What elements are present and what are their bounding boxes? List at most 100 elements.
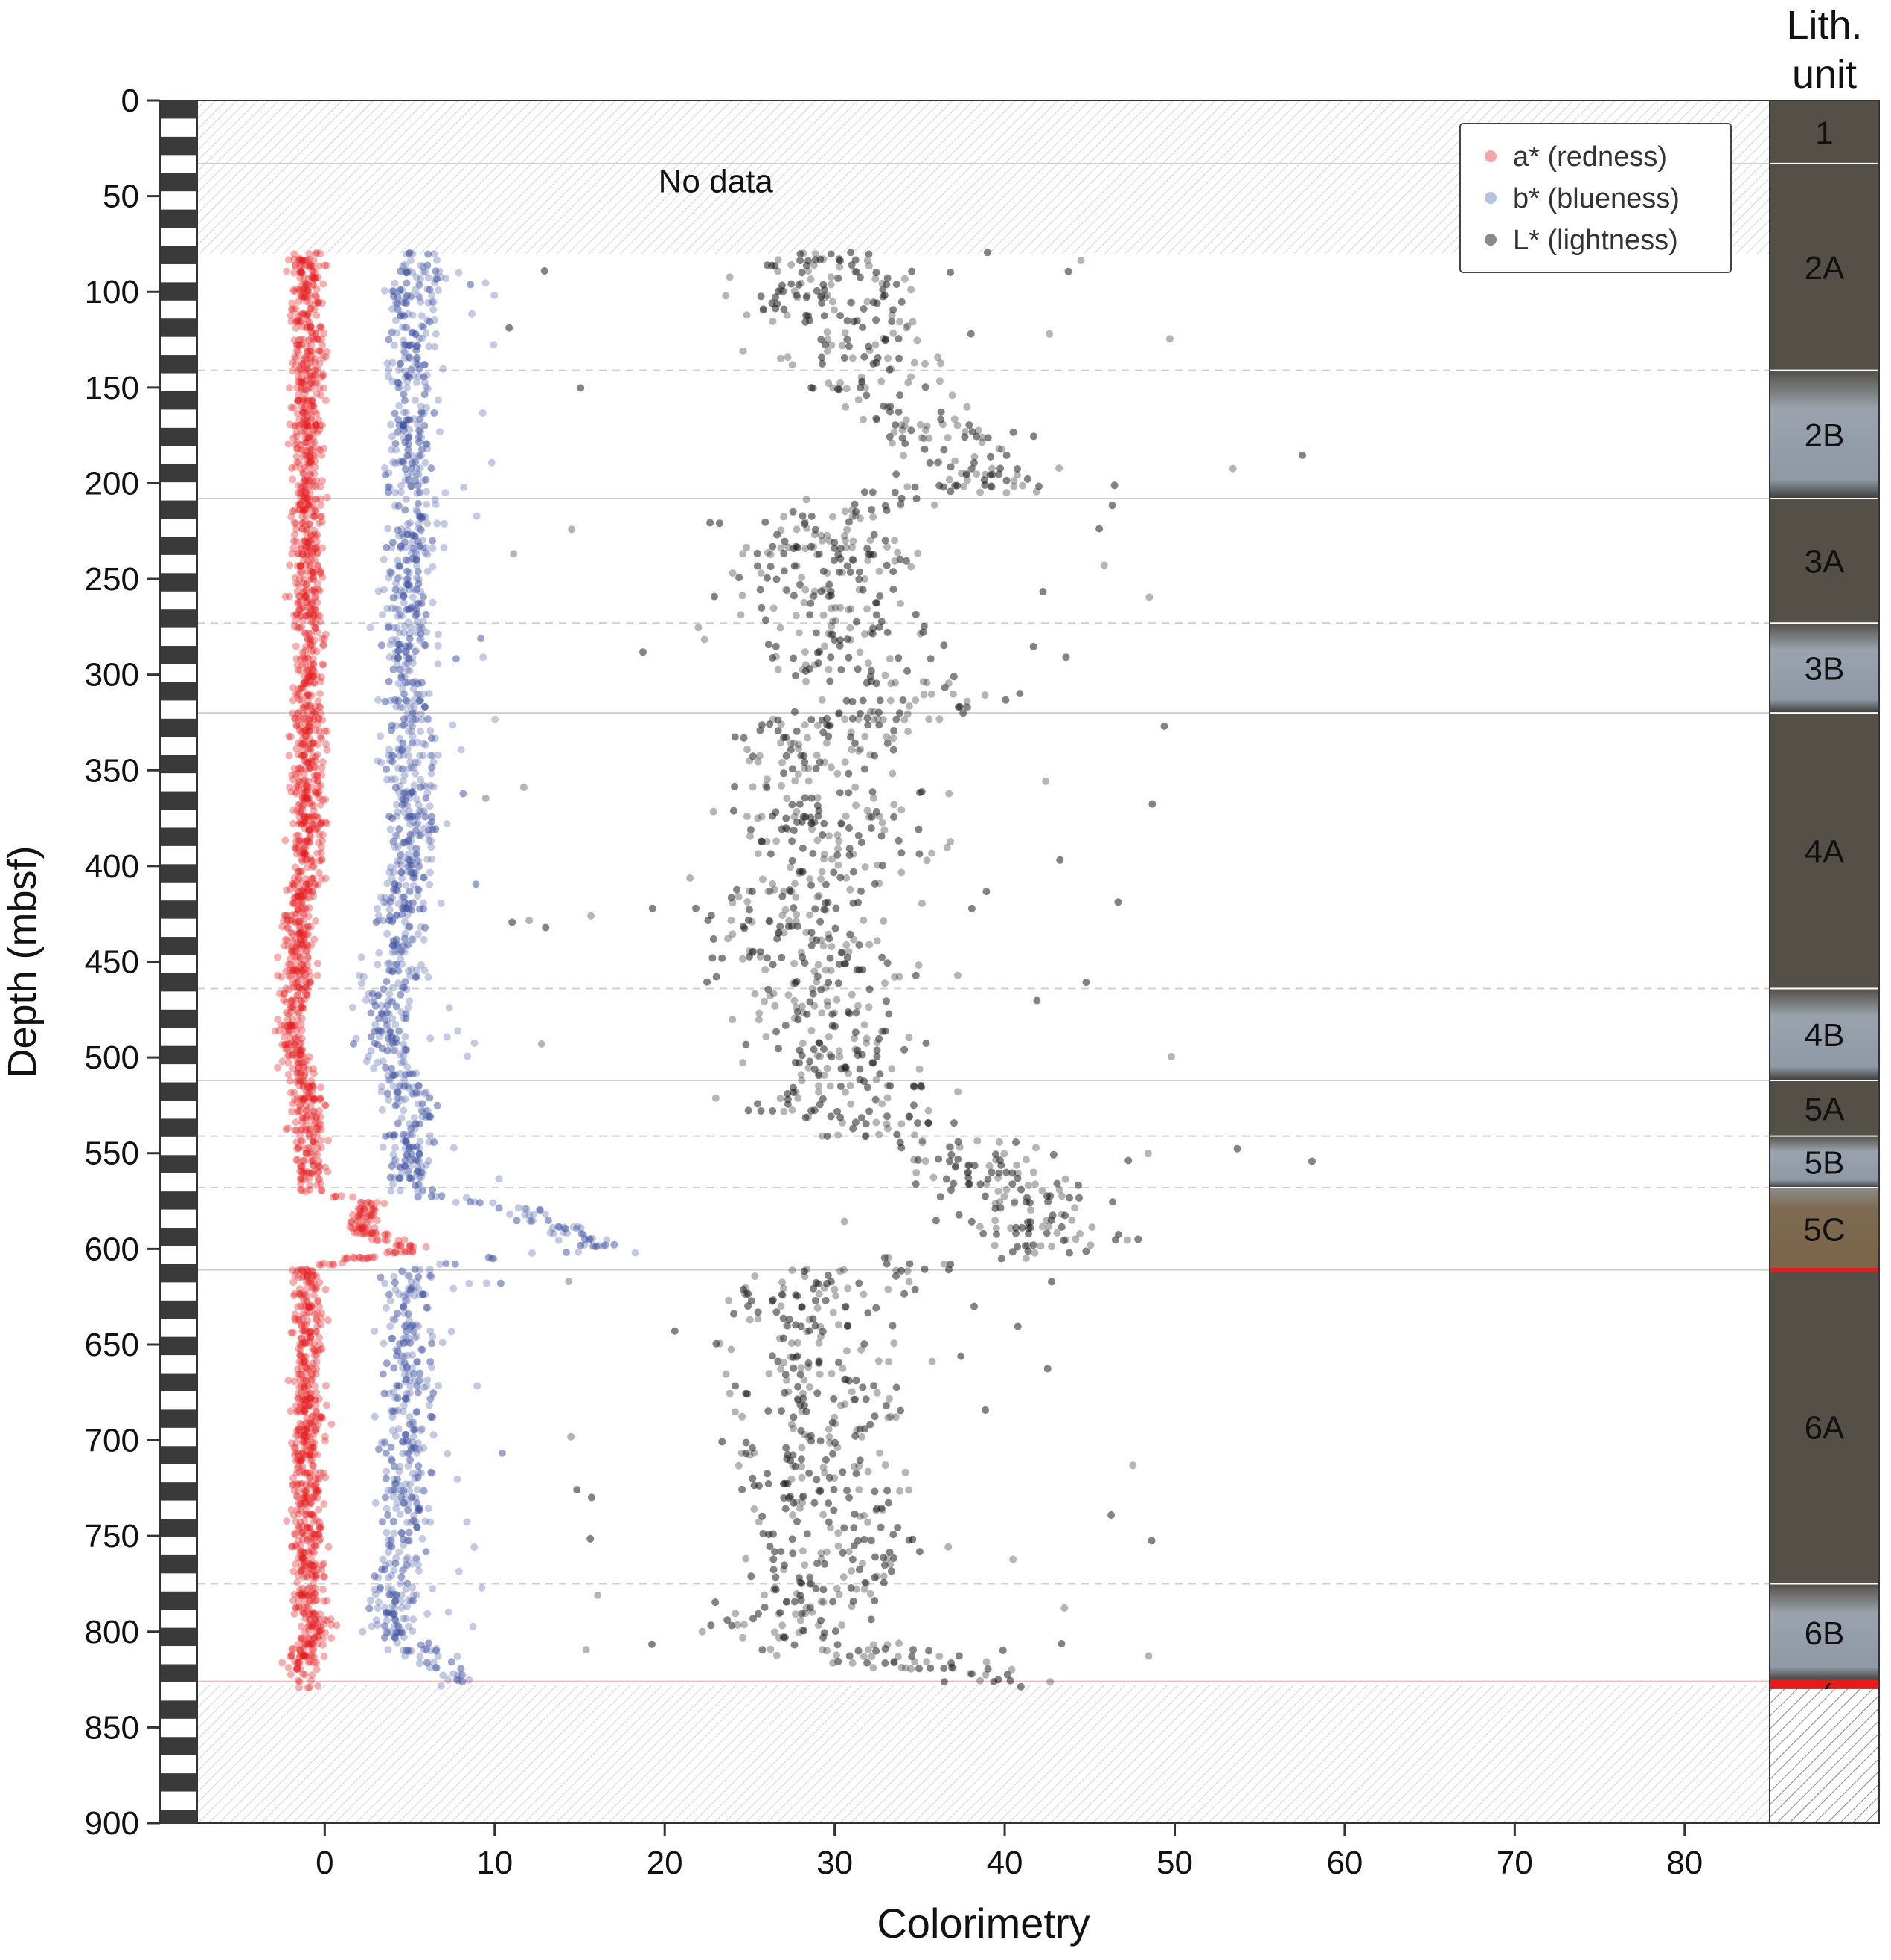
data-point <box>310 452 317 460</box>
data-point <box>864 1467 872 1476</box>
data-point <box>285 1051 293 1060</box>
data-point <box>449 721 457 729</box>
data-point <box>397 990 405 999</box>
data-point <box>360 1205 368 1213</box>
data-point <box>292 1026 301 1034</box>
data-point <box>291 1451 298 1459</box>
data-point <box>304 348 312 356</box>
data-point <box>295 391 303 399</box>
data-point <box>295 341 304 349</box>
data-point <box>301 1628 309 1636</box>
data-point <box>296 1168 304 1175</box>
data-point <box>317 1314 325 1322</box>
data-point <box>291 918 299 926</box>
data-point <box>404 728 412 735</box>
data-point <box>313 598 321 606</box>
data-point <box>316 586 324 595</box>
data-point <box>295 1684 303 1691</box>
data-point <box>306 765 313 773</box>
data-point <box>307 567 315 575</box>
data-point <box>746 832 754 840</box>
data-point <box>301 1359 310 1367</box>
data-point <box>295 422 303 430</box>
data-point <box>295 1426 303 1435</box>
data-point <box>293 979 301 987</box>
data-point <box>302 1089 310 1096</box>
data-point <box>329 1260 336 1268</box>
data-point <box>286 561 294 569</box>
data-point <box>396 359 404 368</box>
data-point <box>1042 777 1050 785</box>
data-point <box>429 825 437 833</box>
data-point <box>425 690 433 698</box>
data-point <box>298 1341 306 1349</box>
data-point <box>322 727 330 735</box>
data-point <box>306 1363 314 1371</box>
data-point <box>314 1421 322 1428</box>
data-point <box>310 1310 319 1318</box>
data-point <box>306 1339 314 1347</box>
data-point <box>292 690 300 698</box>
data-point <box>318 421 326 429</box>
data-point <box>387 1187 395 1195</box>
data-point <box>391 1596 400 1604</box>
data-point <box>290 881 298 889</box>
data-point <box>393 1095 401 1103</box>
data-point <box>296 655 304 663</box>
data-point <box>412 458 420 466</box>
data-point <box>305 1389 313 1397</box>
data-point <box>432 1647 440 1655</box>
data-point <box>544 1217 552 1225</box>
data-point <box>293 587 301 595</box>
data-point <box>306 1480 314 1488</box>
data-point <box>390 1249 397 1257</box>
data-point <box>401 1156 409 1165</box>
data-point <box>429 545 437 552</box>
data-point <box>574 1223 582 1231</box>
data-point <box>425 1156 432 1165</box>
data-point <box>352 1223 360 1232</box>
data-point <box>918 900 926 907</box>
data-point <box>310 1108 318 1116</box>
data-point <box>421 458 429 467</box>
data-point <box>297 1334 305 1342</box>
data-point <box>324 1316 332 1325</box>
data-point <box>413 605 420 613</box>
data-point <box>396 1580 404 1588</box>
data-point <box>430 409 438 417</box>
data-point <box>383 1467 391 1476</box>
data-point <box>305 1130 313 1138</box>
data-point <box>301 409 310 417</box>
data-point <box>298 1047 306 1055</box>
data-point <box>490 341 498 349</box>
data-point <box>307 531 316 539</box>
data-point <box>295 396 303 404</box>
data-point <box>296 1370 304 1378</box>
data-point <box>302 941 310 949</box>
data-point <box>320 1500 328 1508</box>
data-point <box>295 1646 304 1654</box>
data-point <box>316 513 324 521</box>
data-point <box>371 1229 380 1237</box>
data-point <box>321 1432 329 1441</box>
data-point <box>287 403 295 411</box>
data-point <box>292 1126 299 1134</box>
data-point <box>413 973 421 981</box>
data-point <box>418 1100 426 1108</box>
data-point <box>575 1248 583 1256</box>
data-point <box>303 342 311 350</box>
data-point <box>388 539 397 547</box>
data-point <box>397 1248 406 1256</box>
data-point <box>289 366 297 374</box>
data-point <box>310 1450 319 1458</box>
data-point <box>287 1652 295 1660</box>
data-point <box>284 1664 292 1671</box>
data-point <box>286 592 293 601</box>
data-point <box>429 1585 437 1592</box>
data-point <box>285 1026 293 1034</box>
data-point <box>319 758 327 766</box>
data-point <box>307 758 315 766</box>
data-point <box>310 495 319 503</box>
data-point <box>409 1597 417 1605</box>
data-point <box>394 1394 402 1403</box>
